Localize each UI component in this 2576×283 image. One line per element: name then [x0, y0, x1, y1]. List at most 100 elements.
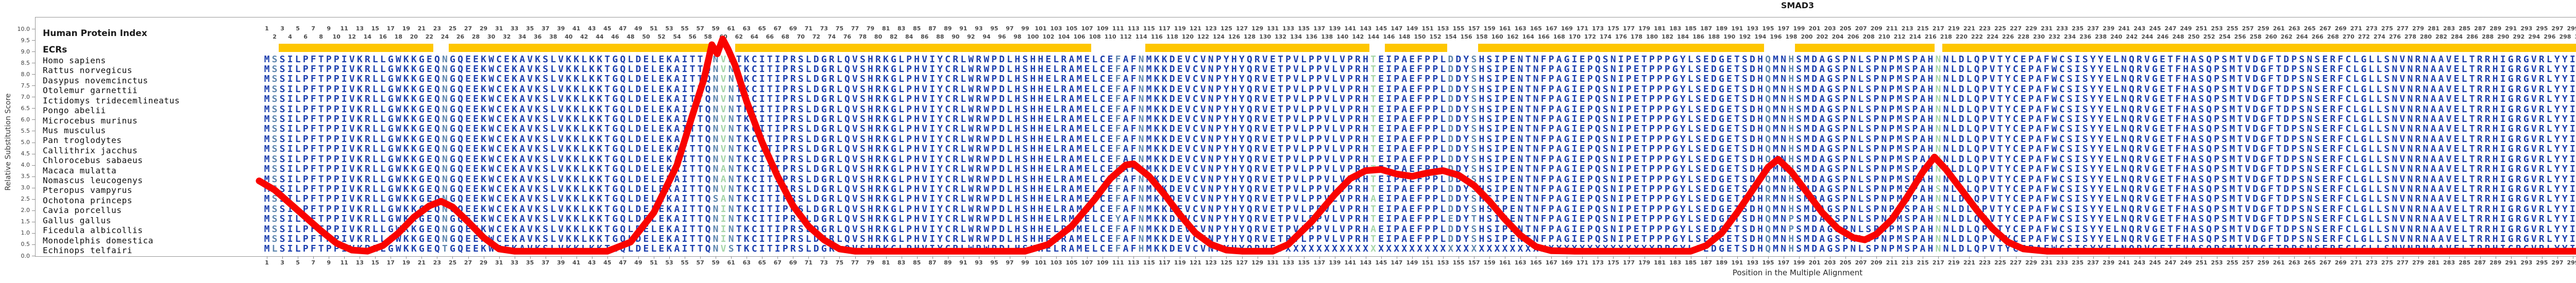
column-number-top: 269 [2334, 25, 2347, 32]
ecr-segment [278, 44, 433, 52]
variable-residue: S [713, 193, 721, 205]
column-number-bottom: 137 [1313, 259, 1326, 266]
column-number-top: 247 [2164, 25, 2177, 32]
column-number-top: 194 [1754, 33, 1767, 40]
column-number-top: 245 [2149, 25, 2161, 32]
x-tick-mark [1845, 256, 1846, 259]
column-number-top: 90 [952, 33, 960, 40]
ecr-segment [735, 44, 1091, 52]
column-number-top: 161 [1499, 25, 1511, 32]
column-number-top: 277 [2397, 25, 2409, 32]
column-number-bottom: 159 [1483, 259, 1496, 266]
sequence-row: MSSILPFTPPIVKRLLGWKKGEQNGQEEKWCEKAVKSLVK… [264, 203, 2576, 215]
variable-residue: D [1448, 183, 1456, 194]
x-tick-mark [1938, 256, 1939, 259]
column-number-top: 190 [1723, 33, 1736, 40]
column-number-top: 105 [1065, 25, 1078, 32]
sequence-row: MSSILPFTPPIVKRLLGWKKGEQNGQEEKWCEKAVKSLVK… [264, 214, 2576, 225]
variable-residue: S [272, 214, 280, 225]
variable-residue: S [272, 103, 280, 115]
column-number-top: 78 [858, 33, 867, 40]
column-number-bottom: 295 [2536, 259, 2548, 266]
column-number-top: 45 [603, 25, 612, 32]
variable-residue: H [1788, 164, 1797, 175]
column-number-top: 98 [1013, 33, 1022, 40]
column-number-top: 243 [2133, 25, 2146, 32]
column-number-top: 182 [1662, 33, 1674, 40]
variable-residue: D [1448, 223, 1456, 235]
column-number-top: 252 [2203, 33, 2215, 40]
variable-residue: S [1471, 103, 1479, 115]
x-tick-mark [1768, 256, 1769, 259]
column-number-bottom: 67 [773, 259, 782, 266]
variable-residue: T [1370, 114, 1379, 125]
column-number-top: 70 [796, 33, 805, 40]
variable-residue: S [1471, 114, 1479, 125]
column-number-top: 209 [1870, 25, 1883, 32]
column-number-bottom: 223 [1978, 259, 1991, 266]
variable-residue: D [1448, 94, 1456, 105]
column-number-top: 64 [750, 33, 758, 40]
species-label: Pongo abelii [43, 105, 106, 116]
variable-residue: S [272, 234, 280, 245]
column-number-top: 229 [2025, 25, 2038, 32]
column-number-top: 201 [1808, 25, 1821, 32]
variable-residue: V [720, 153, 728, 165]
column-number-top: 21 [417, 25, 426, 32]
variable-residue: N [713, 114, 721, 125]
sequence-row: MSSILPFTPPIVKRLLGWKKGEQNGQEEKWCEKAVKSLVK… [264, 54, 2576, 65]
column-number-top: 40 [565, 33, 573, 40]
column-number-top: 33 [510, 25, 519, 32]
column-number-top: 26 [456, 33, 465, 40]
column-number-bottom: 195 [1762, 259, 1774, 266]
ecr-segment [1385, 44, 1447, 52]
x-tick-mark [700, 256, 701, 259]
column-number-top: 76 [843, 33, 852, 40]
column-number-top: 49 [634, 25, 642, 32]
column-number-top: 61 [727, 25, 735, 32]
variable-residue: F [1115, 173, 1123, 185]
x-tick-mark [2263, 256, 2264, 259]
column-number-top: 210 [1878, 33, 1890, 40]
ecr-segment [1145, 44, 1370, 52]
sequence-row: MSSILPFTPPIVKRLLGWKKGEQNGQEEKWCEKAVKSLVK… [264, 83, 2576, 95]
column-number-bottom: 161 [1499, 259, 1511, 266]
column-number-top: 132 [1275, 33, 1287, 40]
sequence-row: MSSILPFTPPIVKRLLGWKKGEQNGQEEKWCEKAVKSLVK… [264, 173, 2576, 185]
variable-residue: S [272, 153, 280, 165]
column-number-top: 280 [2420, 33, 2432, 40]
column-number-top: 69 [789, 25, 798, 32]
variable-residue: Q [1765, 234, 1773, 245]
column-number-bottom: 5 [296, 259, 300, 266]
column-number-bottom: 291 [2505, 259, 2517, 266]
column-number-top: 183 [1669, 25, 1682, 32]
x-tick-mark [1551, 256, 1552, 259]
variable-residue: N [1935, 193, 1943, 205]
column-number-top: 77 [851, 25, 859, 32]
column-number-top: 296 [2544, 33, 2556, 40]
x-tick-mark [344, 256, 345, 259]
variable-residue: H [1788, 83, 1797, 95]
x-tick-mark [1273, 256, 1274, 259]
column-number-bottom: 35 [526, 259, 534, 266]
column-number-top: 35 [526, 25, 534, 32]
species-label: Monodelphis domestica [43, 235, 154, 245]
variable-residue: Q [1765, 153, 1773, 165]
column-number-top: 10 [332, 33, 341, 40]
column-number-bottom: 13 [355, 259, 364, 266]
column-number-top: 293 [2520, 25, 2533, 32]
column-number-top: 57 [696, 25, 704, 32]
column-number-top: 152 [1429, 33, 1442, 40]
column-number-top: 30 [487, 33, 496, 40]
column-number-top: 108 [1089, 33, 1101, 40]
column-number-top: 38 [549, 33, 557, 40]
variable-residue: F [1115, 223, 1123, 235]
variable-residue: N [728, 74, 736, 85]
x-tick-mark [2557, 256, 2558, 259]
column-number-top: 207 [1855, 25, 1867, 32]
x-tick-mark [1520, 256, 1521, 259]
x-tick-mark [421, 256, 422, 259]
column-number-top: 84 [905, 33, 913, 40]
page-title: SMAD3 [1781, 1, 1815, 10]
variable-residue: S [1935, 203, 1943, 215]
